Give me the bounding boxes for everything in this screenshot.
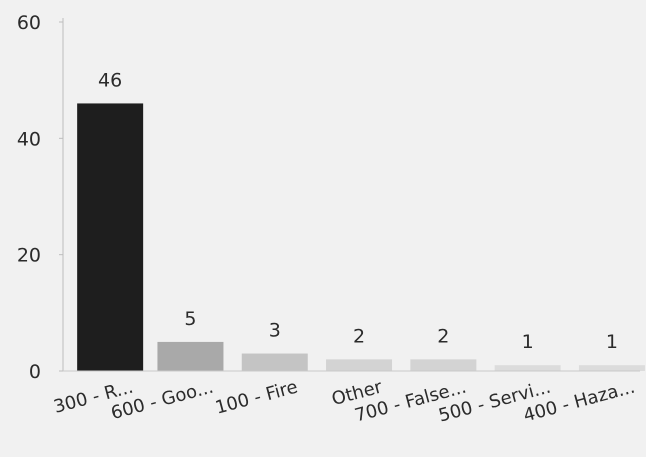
y-tick-label: 20 <box>17 245 41 267</box>
x-category-label: 100 - Fire <box>213 377 300 419</box>
bar[interactable] <box>157 341 224 371</box>
bar-value-label: 2 <box>437 325 449 347</box>
bar-value-label: 1 <box>522 331 534 353</box>
bar[interactable] <box>494 365 561 371</box>
bar[interactable] <box>410 359 477 371</box>
bar-value-label: 46 <box>98 69 122 91</box>
bar-value-label: 5 <box>184 308 196 330</box>
y-tick-label: 40 <box>17 128 41 150</box>
bar-value-label: 3 <box>269 320 281 342</box>
data-labels-group: 46 5 3 2 2 1 1 <box>98 69 618 353</box>
bar[interactable] <box>77 103 144 371</box>
y-tick-label: 0 <box>29 361 41 383</box>
y-tick-label: 60 <box>17 12 41 34</box>
bars-group <box>77 103 645 371</box>
bar[interactable] <box>326 359 393 371</box>
bar[interactable] <box>578 365 645 371</box>
bar[interactable] <box>241 353 308 371</box>
y-axis: 0 20 40 60 <box>17 12 64 383</box>
bar-value-label: 1 <box>606 331 618 353</box>
bar-value-label: 2 <box>353 325 365 347</box>
x-axis: 300 - R...600 - Goo...100 - Fire Other700… <box>51 370 640 427</box>
